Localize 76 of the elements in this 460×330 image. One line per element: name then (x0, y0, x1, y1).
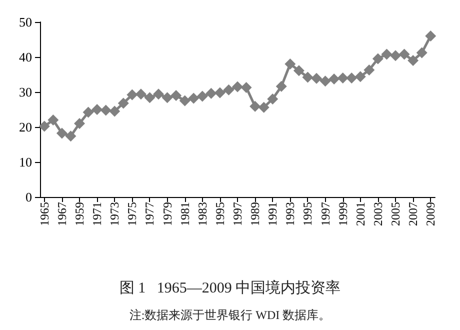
x-tick-label: 1965 (37, 202, 52, 226)
point (337, 72, 348, 84)
point (258, 102, 270, 113)
point (38, 120, 50, 132)
point (372, 53, 384, 64)
point (153, 88, 164, 100)
point (196, 90, 208, 102)
point (250, 100, 261, 112)
point (92, 104, 103, 115)
x-tick-label: 1993 (283, 202, 298, 226)
point (390, 50, 401, 62)
point (206, 88, 217, 99)
y-tick-label: 0 (26, 190, 32, 204)
point (214, 87, 226, 98)
point (346, 72, 358, 84)
point (100, 104, 112, 116)
x-tick-label: 1989 (248, 202, 262, 226)
x-tick-label: 1995 (212, 202, 227, 226)
x-tick-label: 2005 (388, 202, 402, 226)
point (381, 48, 392, 60)
point (354, 71, 366, 82)
x-tick-label: 1991 (266, 202, 280, 226)
point (284, 58, 296, 70)
point (48, 114, 59, 126)
point (135, 88, 146, 100)
point (232, 81, 243, 92)
text: 注:数据来源于世界银行 WDI 数据库。 (129, 308, 331, 322)
x-tick-label: 1971 (90, 202, 104, 226)
point (311, 72, 322, 84)
point (170, 90, 182, 101)
point (320, 76, 331, 87)
point (240, 82, 252, 93)
point (398, 48, 410, 60)
x-tick-label: 2001 (353, 202, 368, 226)
x-tick-label: 1981 (178, 202, 192, 226)
point (425, 30, 436, 42)
x-tick-label: 2007 (406, 202, 420, 226)
point (74, 118, 85, 129)
y-tick-label: 50 (19, 14, 32, 30)
x-tick-label: 1997 (230, 202, 244, 226)
point (267, 94, 278, 104)
point (82, 106, 94, 118)
point (328, 74, 340, 85)
x-tick-label: 1967 (54, 202, 69, 226)
point (408, 55, 419, 66)
text: 图 1 1965—2009 中国境内投资率 (119, 280, 341, 296)
x-tick-label: 1973 (108, 202, 122, 226)
point (276, 80, 287, 92)
point (144, 92, 156, 104)
point (293, 65, 304, 76)
point (364, 64, 375, 76)
point (302, 72, 314, 83)
x-tick-label: 1995 (300, 202, 315, 226)
point (188, 92, 200, 104)
x-tick-label: 1983 (195, 202, 210, 226)
x-tick-label: 2009 (424, 202, 438, 226)
y-tick-label: 20 (19, 120, 32, 134)
point (162, 92, 173, 104)
point (56, 128, 68, 139)
point (179, 95, 190, 106)
point (118, 98, 129, 109)
x-tick-label: 1997 (318, 202, 332, 226)
point (109, 106, 120, 117)
x-tick-label: 1977 (142, 202, 157, 226)
point (416, 47, 428, 58)
y-tick-label: 30 (19, 84, 32, 100)
x-tick-label: 1999 (336, 202, 350, 226)
x-tick-label: 1975 (125, 202, 140, 226)
x-tick-label: 2003 (370, 202, 385, 226)
y-tick-label: 10 (19, 154, 32, 170)
y-tick-label: 40 (19, 50, 32, 64)
point (126, 89, 138, 100)
x-tick-label: 1979 (160, 202, 174, 226)
point (223, 84, 234, 96)
x-tick-label: 1959 (72, 202, 86, 226)
point (65, 130, 76, 142)
